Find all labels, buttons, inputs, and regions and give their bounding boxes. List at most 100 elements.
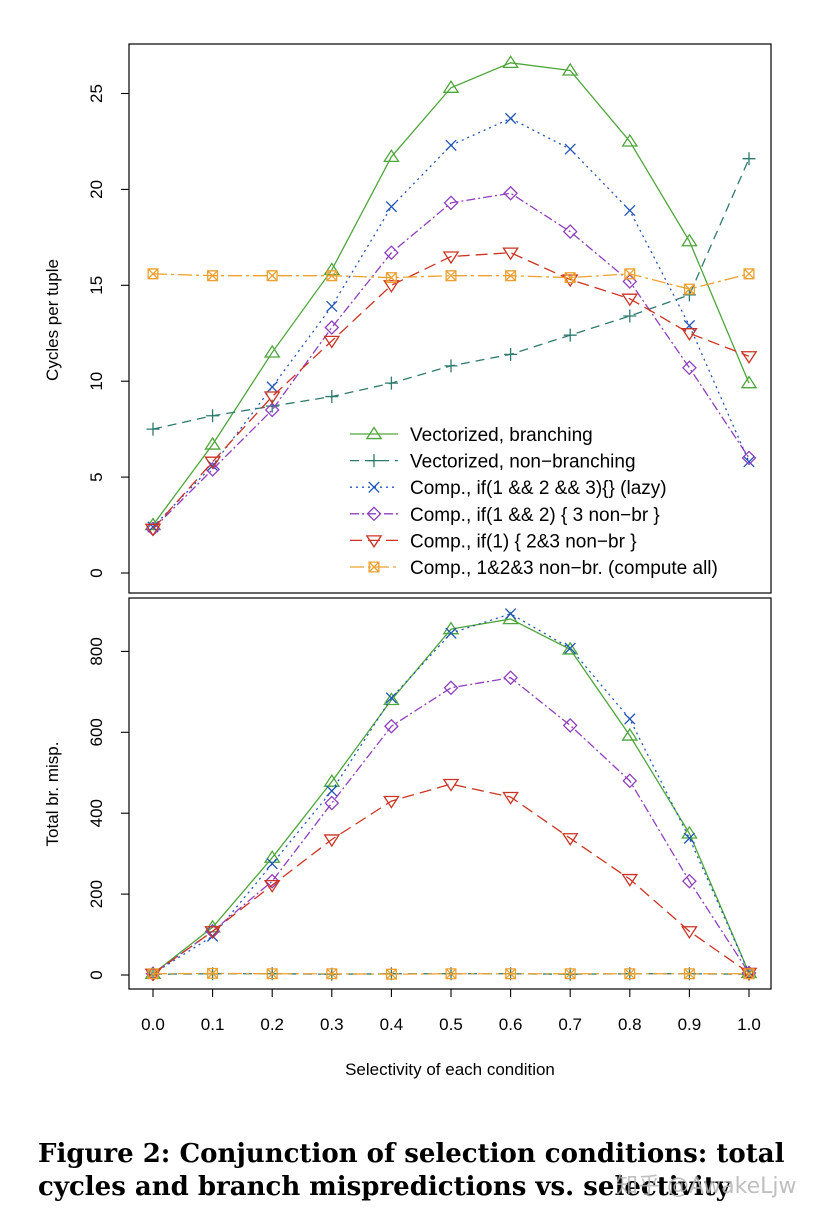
top-y-axis: 0 5 10 15 20 25 <box>87 84 129 578</box>
top-series-3-point <box>266 381 278 393</box>
bottom-series-4-point <box>443 680 459 696</box>
legend-marker-3 <box>368 481 380 493</box>
top-series-6-point <box>743 268 755 280</box>
legend-label-3: Comp., if(1 && 2 && 3){} (lazy) <box>410 478 667 499</box>
bottom-y-tick-label: 600 <box>87 718 106 746</box>
bottom-series-6-point <box>683 968 695 980</box>
top-series-4-point <box>503 185 519 201</box>
x-tick-label: 0.0 <box>141 1015 165 1034</box>
bottom-series-1 <box>144 611 758 979</box>
top-plot-frame <box>128 43 772 594</box>
x-tick-label: 0.8 <box>618 1015 642 1034</box>
bottom-series-4-point <box>562 718 578 733</box>
bottom-series-5-point <box>621 873 639 887</box>
top-series-2-point <box>623 309 637 323</box>
top-series-1-point <box>502 55 519 69</box>
bottom-series-6-point <box>564 968 576 980</box>
bottom-plot-frame <box>128 597 772 990</box>
bottom-series-3-point <box>564 642 576 654</box>
bottom-series-5-line <box>152 783 750 975</box>
top-series-1-point <box>323 262 341 276</box>
legend-marker-1 <box>365 426 383 440</box>
top-series-3-point <box>385 201 398 213</box>
x-tick-label: 0.2 <box>260 1015 284 1034</box>
x-tick-label: 0.4 <box>380 1015 404 1034</box>
top-series-6-point <box>564 272 576 284</box>
top-series-1-line <box>152 62 750 526</box>
bottom-series-6-point <box>624 968 636 980</box>
top-series-3-point <box>445 139 457 151</box>
legend: Vectorized, branching Vectorized, non−bra… <box>350 425 718 579</box>
bottom-series-3-point <box>385 692 398 704</box>
top-series-5-point <box>204 456 221 470</box>
top-series-4-point <box>324 320 340 335</box>
top-series-6-point <box>385 272 397 284</box>
bottom-series-6-point <box>743 968 755 980</box>
bottom-series-4-point <box>264 873 280 889</box>
top-series-2-line <box>152 158 750 430</box>
bottom-series-4-point <box>324 795 340 811</box>
bottom-series-5-point <box>502 791 519 805</box>
top-series-4-point <box>383 245 399 261</box>
bottom-series-4-point <box>622 773 638 789</box>
bottom-series-6-point <box>326 968 338 980</box>
bottom-y-tick-label: 400 <box>87 799 106 827</box>
legend-label-4: Comp., if(1 && 2) { 3 non−br } <box>410 505 660 526</box>
x-tick-label: 1.0 <box>737 1015 761 1034</box>
top-series-5-point <box>383 280 400 293</box>
top-series-2-point <box>682 288 696 302</box>
bottom-series-3-point <box>683 832 696 844</box>
bottom-series-3 <box>147 608 755 980</box>
top-series-group <box>144 55 758 537</box>
caption-line-1: Figure 2: Conjunction of selection condi… <box>38 1139 785 1169</box>
top-series-3-point <box>326 300 338 313</box>
top-series-5-point <box>621 293 639 307</box>
top-series-6-point <box>207 270 219 282</box>
bottom-series-1-point <box>383 692 400 706</box>
top-series-1-point <box>442 80 460 93</box>
bottom-series-3-point <box>504 608 517 620</box>
legend-label-6: Comp., 1&2&3 non−br. (compute all) <box>410 558 718 579</box>
bottom-series-5-point <box>323 834 341 848</box>
top-series-1-point <box>561 62 579 76</box>
top-series-2-point <box>384 376 398 390</box>
top-y-tick-label: 5 <box>87 472 106 481</box>
top-series-1-point <box>263 344 281 358</box>
bottom-series-1-point <box>561 641 579 655</box>
figure-chart: 0 5 10 15 20 25 Cycles per tuple Vectorized, … <box>43 43 772 1079</box>
top-series-4-point <box>443 195 459 211</box>
top-y-tick-label: 25 <box>87 84 106 103</box>
legend-marker-2 <box>367 454 381 468</box>
bottom-series-3-line <box>152 613 750 975</box>
top-series-3-point <box>624 204 636 217</box>
bottom-series-4 <box>145 670 757 982</box>
bottom-series-5-point <box>383 795 400 809</box>
x-tick-label: 0.6 <box>499 1015 523 1034</box>
watermark: 知乎 @AwakeLjw <box>616 1174 797 1199</box>
top-series-2-point <box>504 347 518 361</box>
bottom-series-6-point <box>147 968 159 980</box>
bottom-series-1-point <box>323 773 341 787</box>
top-series-2-point <box>146 422 160 436</box>
x-tick-label: 0.7 <box>558 1015 582 1034</box>
legend-label-5: Comp., if(1) { 2&3 non−br } <box>410 531 637 552</box>
top-series-4-point <box>681 360 697 376</box>
top-series-1-point <box>681 233 698 247</box>
top-series-5-point <box>502 247 519 261</box>
top-y-tick-label: 15 <box>87 276 106 295</box>
bottom-series-1-line <box>152 618 750 975</box>
bottom-series-1-point <box>621 727 639 741</box>
bottom-series-3-point <box>326 785 338 797</box>
top-series-1-point <box>740 375 758 389</box>
bottom-series-6-point <box>445 968 457 980</box>
top-series-6-point <box>445 270 457 282</box>
bottom-series-6-point <box>266 968 278 980</box>
top-series-2 <box>146 152 756 436</box>
top-series-6-point <box>683 283 695 295</box>
top-series-1 <box>144 55 758 531</box>
x-tick-label: 0.5 <box>439 1015 463 1034</box>
top-series-2-point <box>742 152 756 166</box>
bottom-series-4-point <box>681 873 697 889</box>
bottom-series-6 <box>147 967 755 980</box>
legend-marker-4 <box>366 506 382 522</box>
